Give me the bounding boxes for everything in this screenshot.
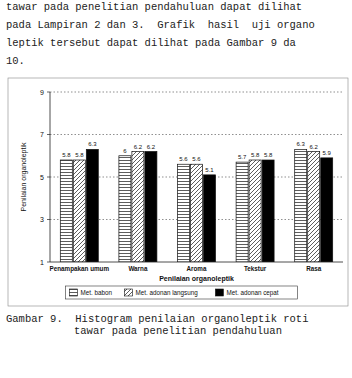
data-label: 6.3 bbox=[88, 141, 97, 147]
data-label: 5.7 bbox=[238, 154, 247, 160]
data-label: 6.2 bbox=[310, 144, 319, 150]
tick-label: 1 bbox=[40, 259, 44, 266]
bar bbox=[86, 149, 98, 262]
bar bbox=[178, 164, 190, 262]
bar bbox=[321, 158, 333, 262]
tick bbox=[47, 92, 50, 93]
bars bbox=[60, 149, 332, 262]
data-label: 6.2 bbox=[134, 144, 143, 150]
legend-swatch bbox=[124, 289, 132, 296]
bar bbox=[132, 152, 144, 263]
tick-label: 9 bbox=[40, 89, 44, 96]
page: tawar pada penelitian pendahuluan dapat … bbox=[0, 0, 352, 378]
bar bbox=[145, 152, 157, 263]
grid-line bbox=[50, 92, 343, 93]
tick bbox=[47, 219, 50, 220]
category-label: Tekstur bbox=[244, 265, 267, 272]
legend-swatch bbox=[215, 289, 223, 296]
bar bbox=[73, 160, 85, 262]
legend-label: Met. adonan langsung bbox=[135, 289, 198, 297]
bar bbox=[262, 160, 274, 262]
data-label: 5.8 bbox=[264, 152, 273, 158]
body-text: tawar pada penelitian pendahuluan dapat … bbox=[6, 1, 302, 13]
legend-box bbox=[65, 286, 297, 299]
x-axis-label: Penilaian organoleptik bbox=[159, 275, 234, 283]
data-label: 5.8 bbox=[251, 152, 260, 158]
category-label: Penampakan umum bbox=[50, 265, 110, 273]
tick bbox=[47, 134, 50, 135]
tick-label: 7 bbox=[40, 131, 44, 138]
data-label: 5.1 bbox=[205, 167, 214, 173]
caption: Gambar 9. Histogram penilaian organolept… bbox=[6, 313, 308, 325]
bar bbox=[204, 175, 216, 262]
category-label: Rasa bbox=[306, 265, 322, 272]
bar bbox=[119, 156, 131, 262]
grid-line bbox=[50, 134, 343, 135]
legend-label: Met. babon bbox=[80, 289, 112, 296]
body-text: pada Lampiran 2 dan 3. Grafik hasil uji … bbox=[6, 19, 315, 31]
data-label: 5.8 bbox=[75, 152, 84, 158]
bar bbox=[60, 160, 72, 262]
data-label: 5.6 bbox=[192, 156, 201, 162]
caption: tawar pada penelitian pendahuluan bbox=[74, 325, 282, 337]
x-axis bbox=[50, 262, 343, 263]
bar bbox=[295, 149, 307, 262]
legend-label: Met. adonan cepat bbox=[226, 289, 278, 297]
legend-swatch bbox=[69, 289, 77, 296]
tick-label: 3 bbox=[40, 216, 44, 223]
y-axis-label: Penilaian organoleptik bbox=[20, 142, 28, 211]
category-label: Warna bbox=[128, 265, 148, 272]
category-label: Aroma bbox=[187, 265, 207, 272]
tick-label: 5 bbox=[40, 174, 44, 181]
y-axis bbox=[50, 92, 51, 262]
chart-frame bbox=[8, 78, 348, 306]
data-label: 6 bbox=[123, 148, 127, 154]
data-label: 5.6 bbox=[179, 156, 188, 162]
bar bbox=[236, 162, 248, 262]
data-label: 5.8 bbox=[62, 152, 71, 158]
tick bbox=[47, 177, 50, 178]
bar bbox=[191, 164, 203, 262]
bar bbox=[308, 152, 320, 263]
data-label: 6.2 bbox=[147, 144, 156, 150]
data-label: 6.3 bbox=[297, 141, 306, 147]
body-text: leptik tersebut dapat dilihat pada Gamba… bbox=[6, 37, 296, 49]
bar bbox=[249, 160, 261, 262]
tick bbox=[47, 262, 50, 263]
body-text: 10. bbox=[6, 55, 25, 67]
data-label: 5.9 bbox=[323, 150, 332, 156]
legend: Met. babon Met. adonan langsung Met. adona… bbox=[65, 286, 297, 299]
